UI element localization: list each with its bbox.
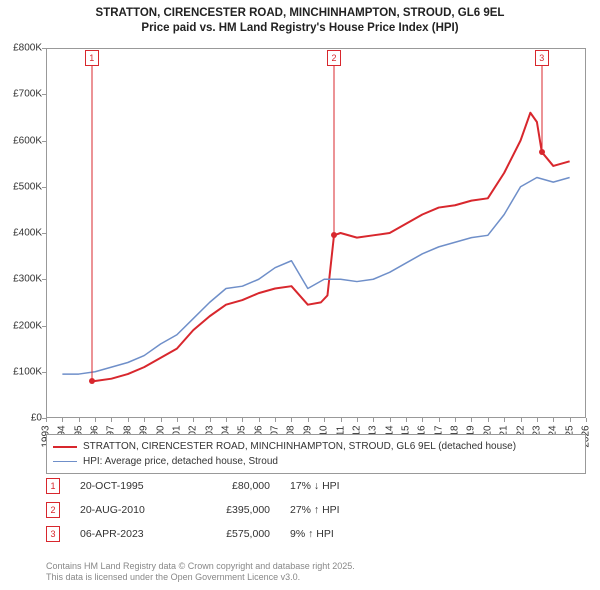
event-delta: 27% ↑ HPI [290, 504, 380, 516]
event-date: 20-OCT-1995 [80, 480, 170, 492]
chart-area: £0£100K£200K£300K£400K£500K£600K£700K£80… [46, 48, 586, 418]
marker-dot [89, 378, 95, 384]
event-delta: 9% ↑ HPI [290, 528, 380, 540]
event-price: £395,000 [190, 504, 270, 516]
event-date: 06-APR-2023 [80, 528, 170, 540]
y-tick-label: £100K [2, 366, 42, 377]
event-badge: 1 [46, 478, 60, 494]
series-price_paid [92, 113, 570, 381]
footer-line-2: This data is licensed under the Open Gov… [46, 572, 355, 584]
marker-dot [331, 232, 337, 238]
y-tick-label: £300K [2, 274, 42, 285]
event-price: £80,000 [190, 480, 270, 492]
y-tick-label: £400K [2, 228, 42, 239]
chart-title: STRATTON, CIRENCESTER ROAD, MINCHINHAMPT… [0, 0, 600, 36]
chart-container: STRATTON, CIRENCESTER ROAD, MINCHINHAMPT… [0, 0, 600, 590]
marker-dot [539, 149, 545, 155]
event-row: 1 20-OCT-1995 £80,000 17% ↓ HPI [46, 478, 586, 494]
legend: STRATTON, CIRENCESTER ROAD, MINCHINHAMPT… [46, 434, 586, 474]
y-tick-label: £600K [2, 135, 42, 146]
marker-badge: 1 [85, 50, 99, 66]
event-row: 3 06-APR-2023 £575,000 9% ↑ HPI [46, 526, 586, 542]
legend-swatch [53, 461, 77, 463]
event-badge: 2 [46, 502, 60, 518]
legend-label: STRATTON, CIRENCESTER ROAD, MINCHINHAMPT… [83, 439, 516, 454]
event-badge: 3 [46, 526, 60, 542]
marker-line [334, 66, 335, 235]
event-row: 2 20-AUG-2010 £395,000 27% ↑ HPI [46, 502, 586, 518]
y-tick-label: £500K [2, 181, 42, 192]
marker-line [91, 66, 92, 381]
legend-row: STRATTON, CIRENCESTER ROAD, MINCHINHAMPT… [53, 439, 579, 454]
legend-label: HPI: Average price, detached house, Stro… [83, 454, 278, 469]
marker-badge: 3 [535, 50, 549, 66]
title-line-2: Price paid vs. HM Land Registry's House … [0, 21, 600, 36]
footer-line-1: Contains HM Land Registry data © Crown c… [46, 561, 355, 573]
y-tick-label: £200K [2, 320, 42, 331]
marker-badge: 2 [327, 50, 341, 66]
event-delta: 17% ↓ HPI [290, 480, 380, 492]
chart-svg [46, 48, 586, 418]
series-hpi [62, 178, 569, 375]
y-tick-label: £0 [2, 413, 42, 424]
event-date: 20-AUG-2010 [80, 504, 170, 516]
title-line-1: STRATTON, CIRENCESTER ROAD, MINCHINHAMPT… [0, 6, 600, 21]
footer: Contains HM Land Registry data © Crown c… [46, 561, 355, 584]
y-tick-label: £700K [2, 89, 42, 100]
legend-swatch [53, 446, 77, 448]
event-table: 1 20-OCT-1995 £80,000 17% ↓ HPI 2 20-AUG-2010… [46, 478, 586, 550]
event-price: £575,000 [190, 528, 270, 540]
y-tick-label: £800K [2, 43, 42, 54]
marker-line [541, 66, 542, 152]
legend-row: HPI: Average price, detached house, Stro… [53, 454, 579, 469]
